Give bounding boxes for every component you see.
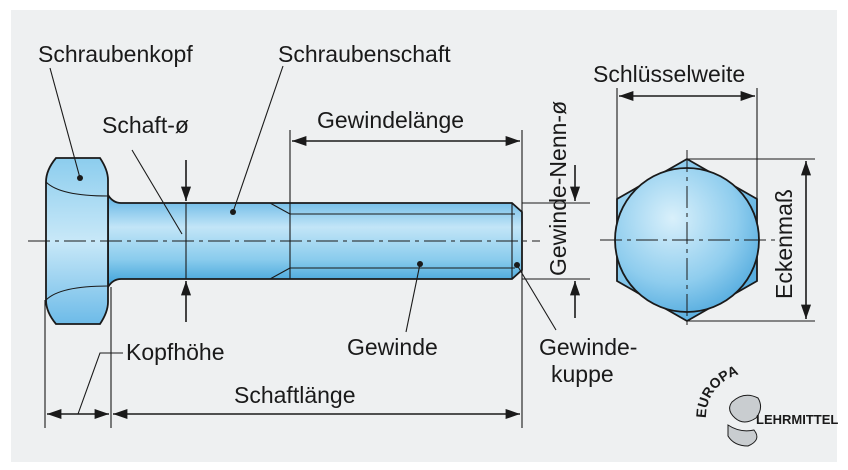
leader-gewindekuppe — [516, 264, 557, 331]
dot-schraubenkopf — [77, 175, 83, 181]
label-eckenmass: Eckenmaß — [771, 189, 797, 299]
leader-gewinde — [405, 263, 421, 333]
label-schraubenschaft: Schraubenschaft — [278, 41, 451, 67]
leader-kopfhoehe — [77, 352, 123, 415]
globe-continent-icon — [727, 424, 758, 447]
thread-runout-top — [269, 202, 291, 215]
label-schaftlaenge: Schaftlänge — [234, 382, 355, 408]
bolt-shaft — [107, 191, 523, 291]
head-edge-top — [45, 181, 109, 197]
leader-schraubenschaft — [232, 65, 284, 213]
dot-schraubenschaft — [230, 209, 236, 215]
label-gewinde: Gewinde — [347, 334, 438, 360]
dot-gewindekuppe — [514, 262, 520, 268]
label-gewindekuppe-line2: kuppe — [551, 361, 614, 387]
thread-runout-bottom — [269, 267, 291, 280]
label-schluesselweite: Schlüsselweite — [593, 61, 745, 87]
leader-schraubenkopf — [49, 67, 81, 179]
label-gewindelaenge: Gewindelänge — [317, 107, 464, 133]
label-schaft-d: Schaft-ø — [102, 112, 189, 138]
leader-schaft-d — [131, 149, 183, 235]
head-edge-bottom — [45, 285, 109, 301]
logo-text-bottom: LEHRMITTEL — [756, 412, 838, 427]
label-kopfhoehe: Kopfhöhe — [126, 339, 224, 365]
label-schraubenkopf: Schraubenkopf — [38, 41, 193, 67]
dot-gewinde — [417, 261, 423, 267]
label-gewindekuppe-line1: Gewinde- — [539, 334, 637, 360]
globe-icon — [729, 394, 762, 423]
label-gewinde-nenn-d: Gewinde-Nenn-ø — [545, 101, 571, 276]
